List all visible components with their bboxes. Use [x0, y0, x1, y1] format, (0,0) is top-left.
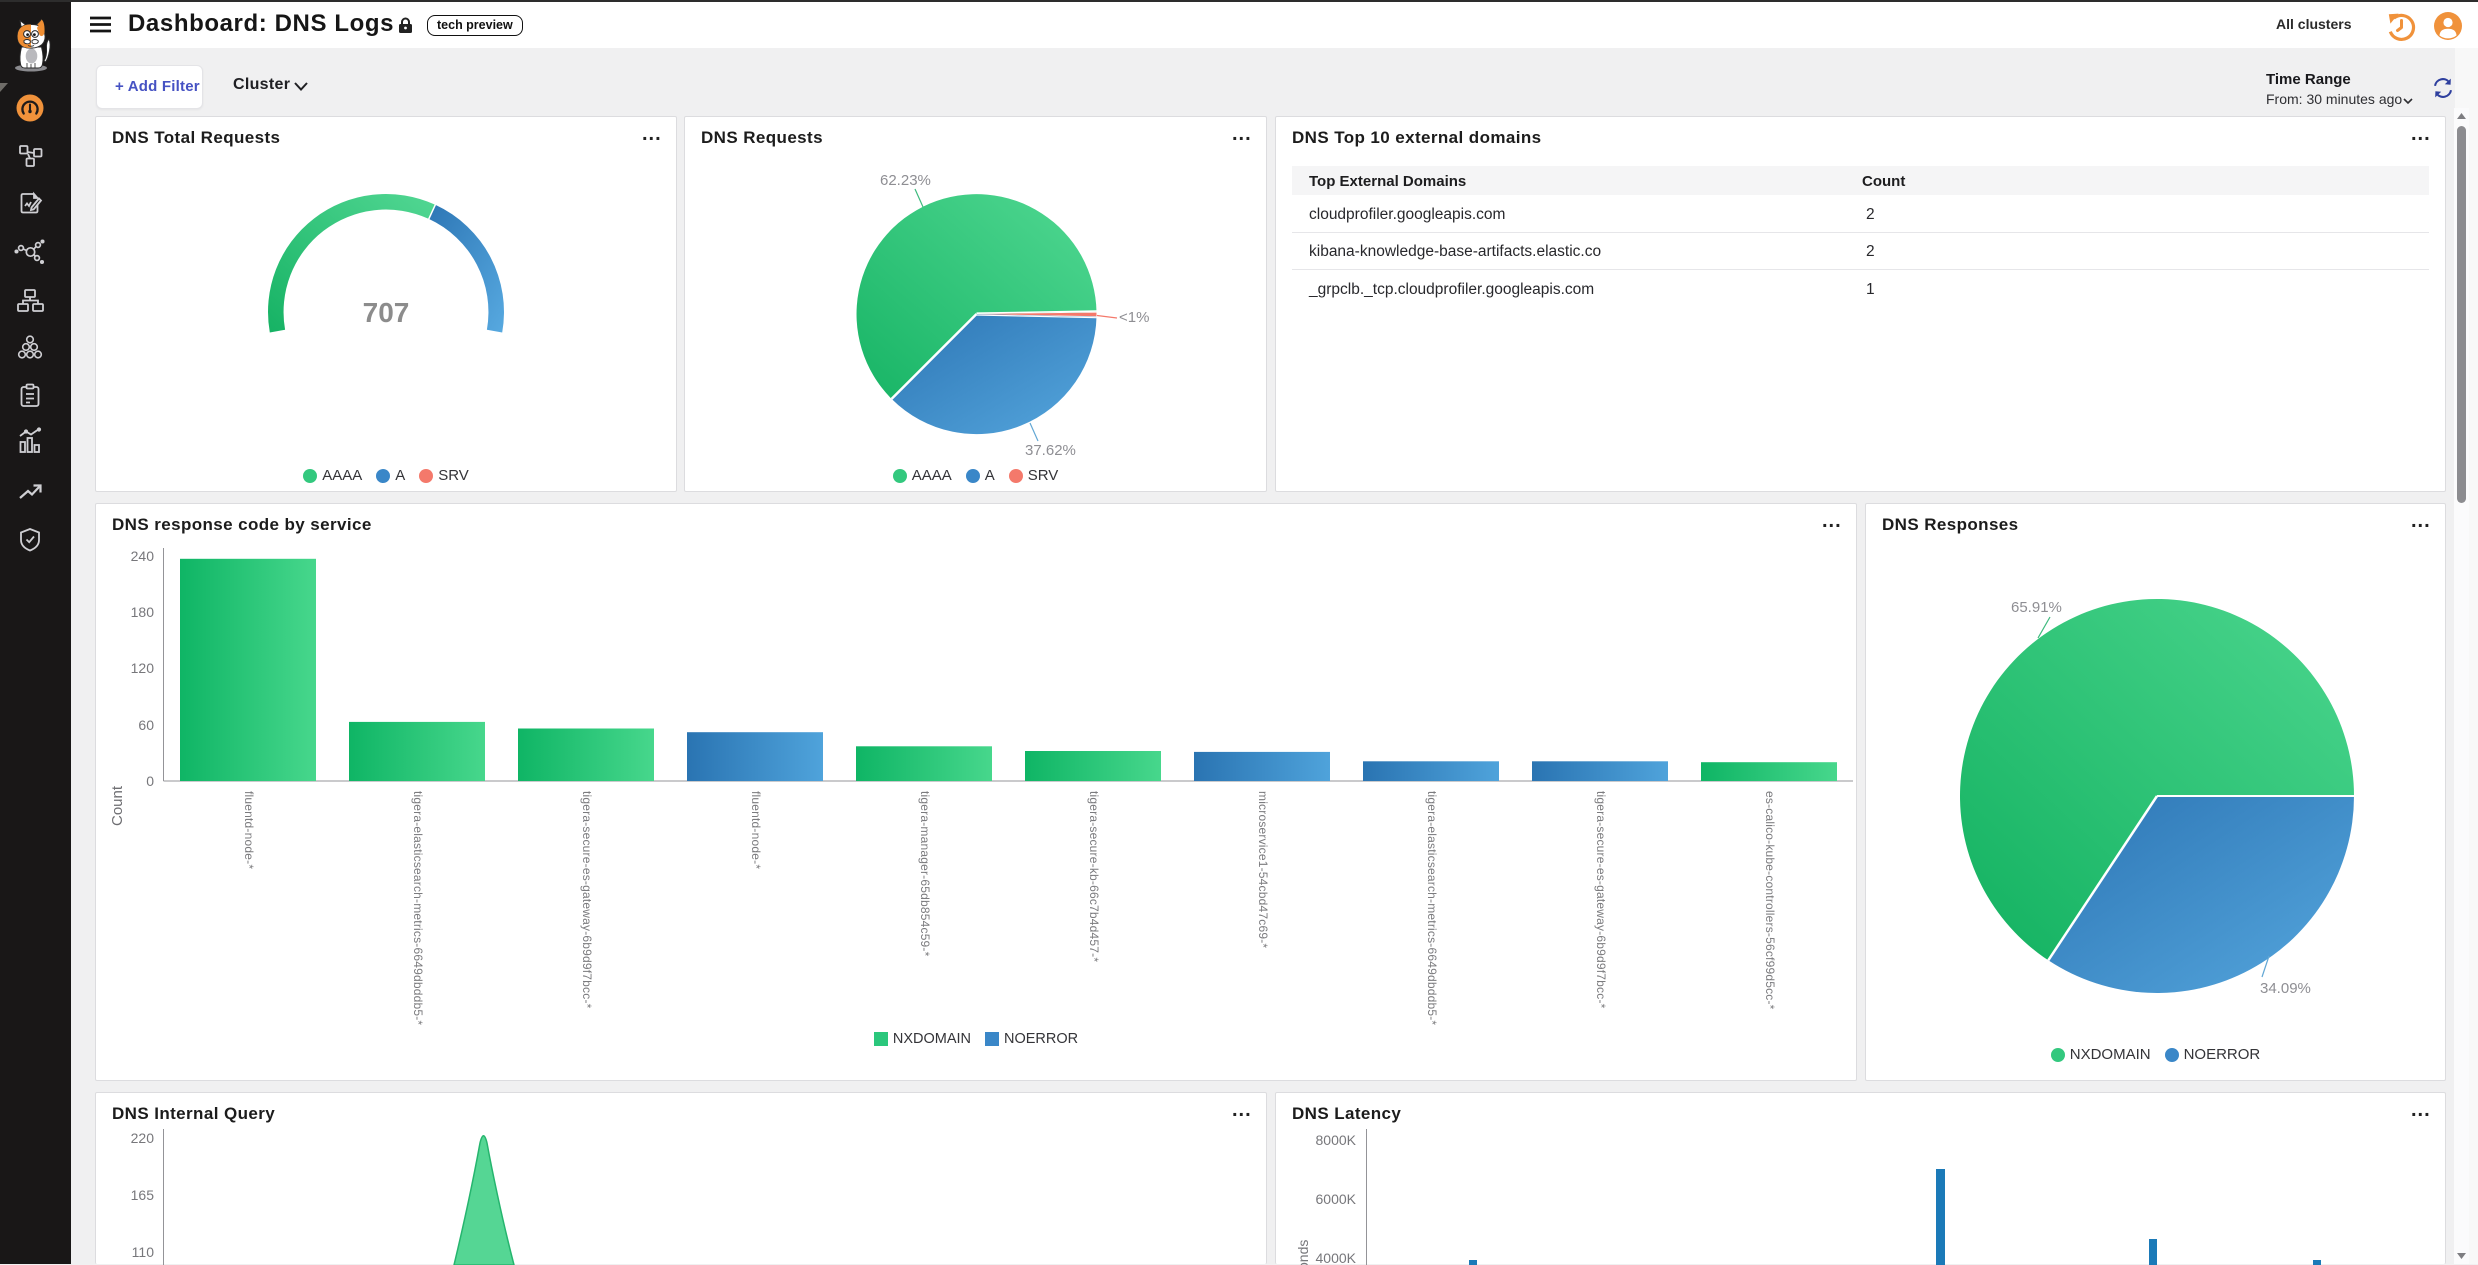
svg-text:34.09%: 34.09% — [2260, 980, 2311, 997]
svg-text:62.23%: 62.23% — [880, 172, 931, 189]
svg-text:707: 707 — [363, 297, 410, 328]
svg-text:220: 220 — [131, 1130, 155, 1146]
svg-text:60: 60 — [138, 717, 154, 733]
svg-text:120: 120 — [131, 660, 155, 676]
svg-text:180: 180 — [131, 604, 155, 620]
svg-text:240: 240 — [131, 548, 155, 564]
svg-text:165: 165 — [131, 1187, 155, 1203]
svg-text:37.62%: 37.62% — [1025, 442, 1076, 459]
svg-text:65.91%: 65.91% — [2011, 599, 2062, 616]
svg-text:<1%: <1% — [1119, 309, 1149, 326]
svg-text:6000K: 6000K — [1316, 1191, 1357, 1207]
svg-text:4000K: 4000K — [1316, 1250, 1357, 1265]
svg-text:110: 110 — [132, 1244, 155, 1260]
svg-text:0: 0 — [146, 773, 154, 789]
svg-text:Microseconds: Microseconds — [1295, 1240, 1311, 1265]
svg-text:8000K: 8000K — [1316, 1132, 1357, 1148]
